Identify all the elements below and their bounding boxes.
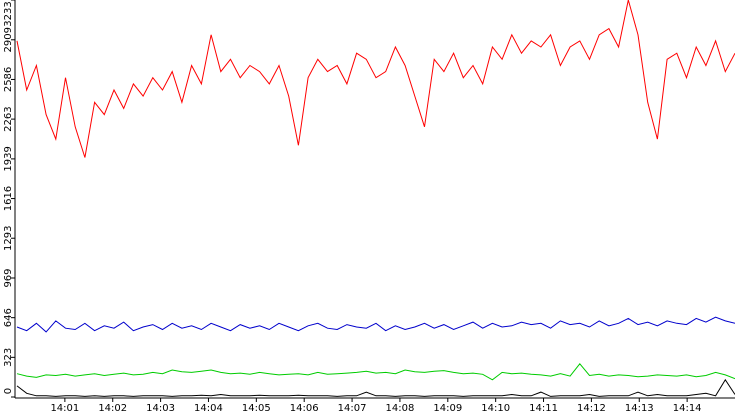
x-tick-label: 14:05 <box>242 403 271 414</box>
y-tick-label: 0 <box>3 388 14 394</box>
y-tick-label: 2586 <box>3 67 14 92</box>
y-tick-label: 323 <box>3 348 14 367</box>
x-tick-label: 14:09 <box>433 403 462 414</box>
y-tick-label: 1939 <box>3 146 14 171</box>
y-tick-label: 2263 <box>3 106 14 131</box>
x-tick-label: 14:03 <box>146 403 175 414</box>
x-tick-label: 14:11 <box>529 403 558 414</box>
y-tick-label: 2909 <box>3 27 14 52</box>
y-tick-label: 969 <box>3 268 14 287</box>
x-tick-label: 14:12 <box>577 403 606 414</box>
y-tick-label: 1616 <box>3 186 14 211</box>
series-line <box>16 378 735 397</box>
series-line <box>16 316 735 333</box>
y-tick-label: 1293 <box>3 225 14 250</box>
x-tick-label: 14:07 <box>338 403 367 414</box>
x-tick-label: 14:14 <box>673 403 702 414</box>
x-tick-label: 14:02 <box>98 403 127 414</box>
x-tick-label: 14:08 <box>386 403 415 414</box>
y-tick-label: 646 <box>3 308 14 327</box>
x-tick-label: 14:04 <box>194 403 223 414</box>
x-tick-label: 14:13 <box>625 403 654 414</box>
series-line <box>16 0 735 158</box>
x-tick-label: 14:10 <box>481 403 510 414</box>
x-tick-label: 14:06 <box>290 403 319 414</box>
series-line <box>16 363 735 381</box>
x-tick-label: 14:01 <box>50 403 79 414</box>
y-tick-label: 3233 <box>3 1 14 26</box>
